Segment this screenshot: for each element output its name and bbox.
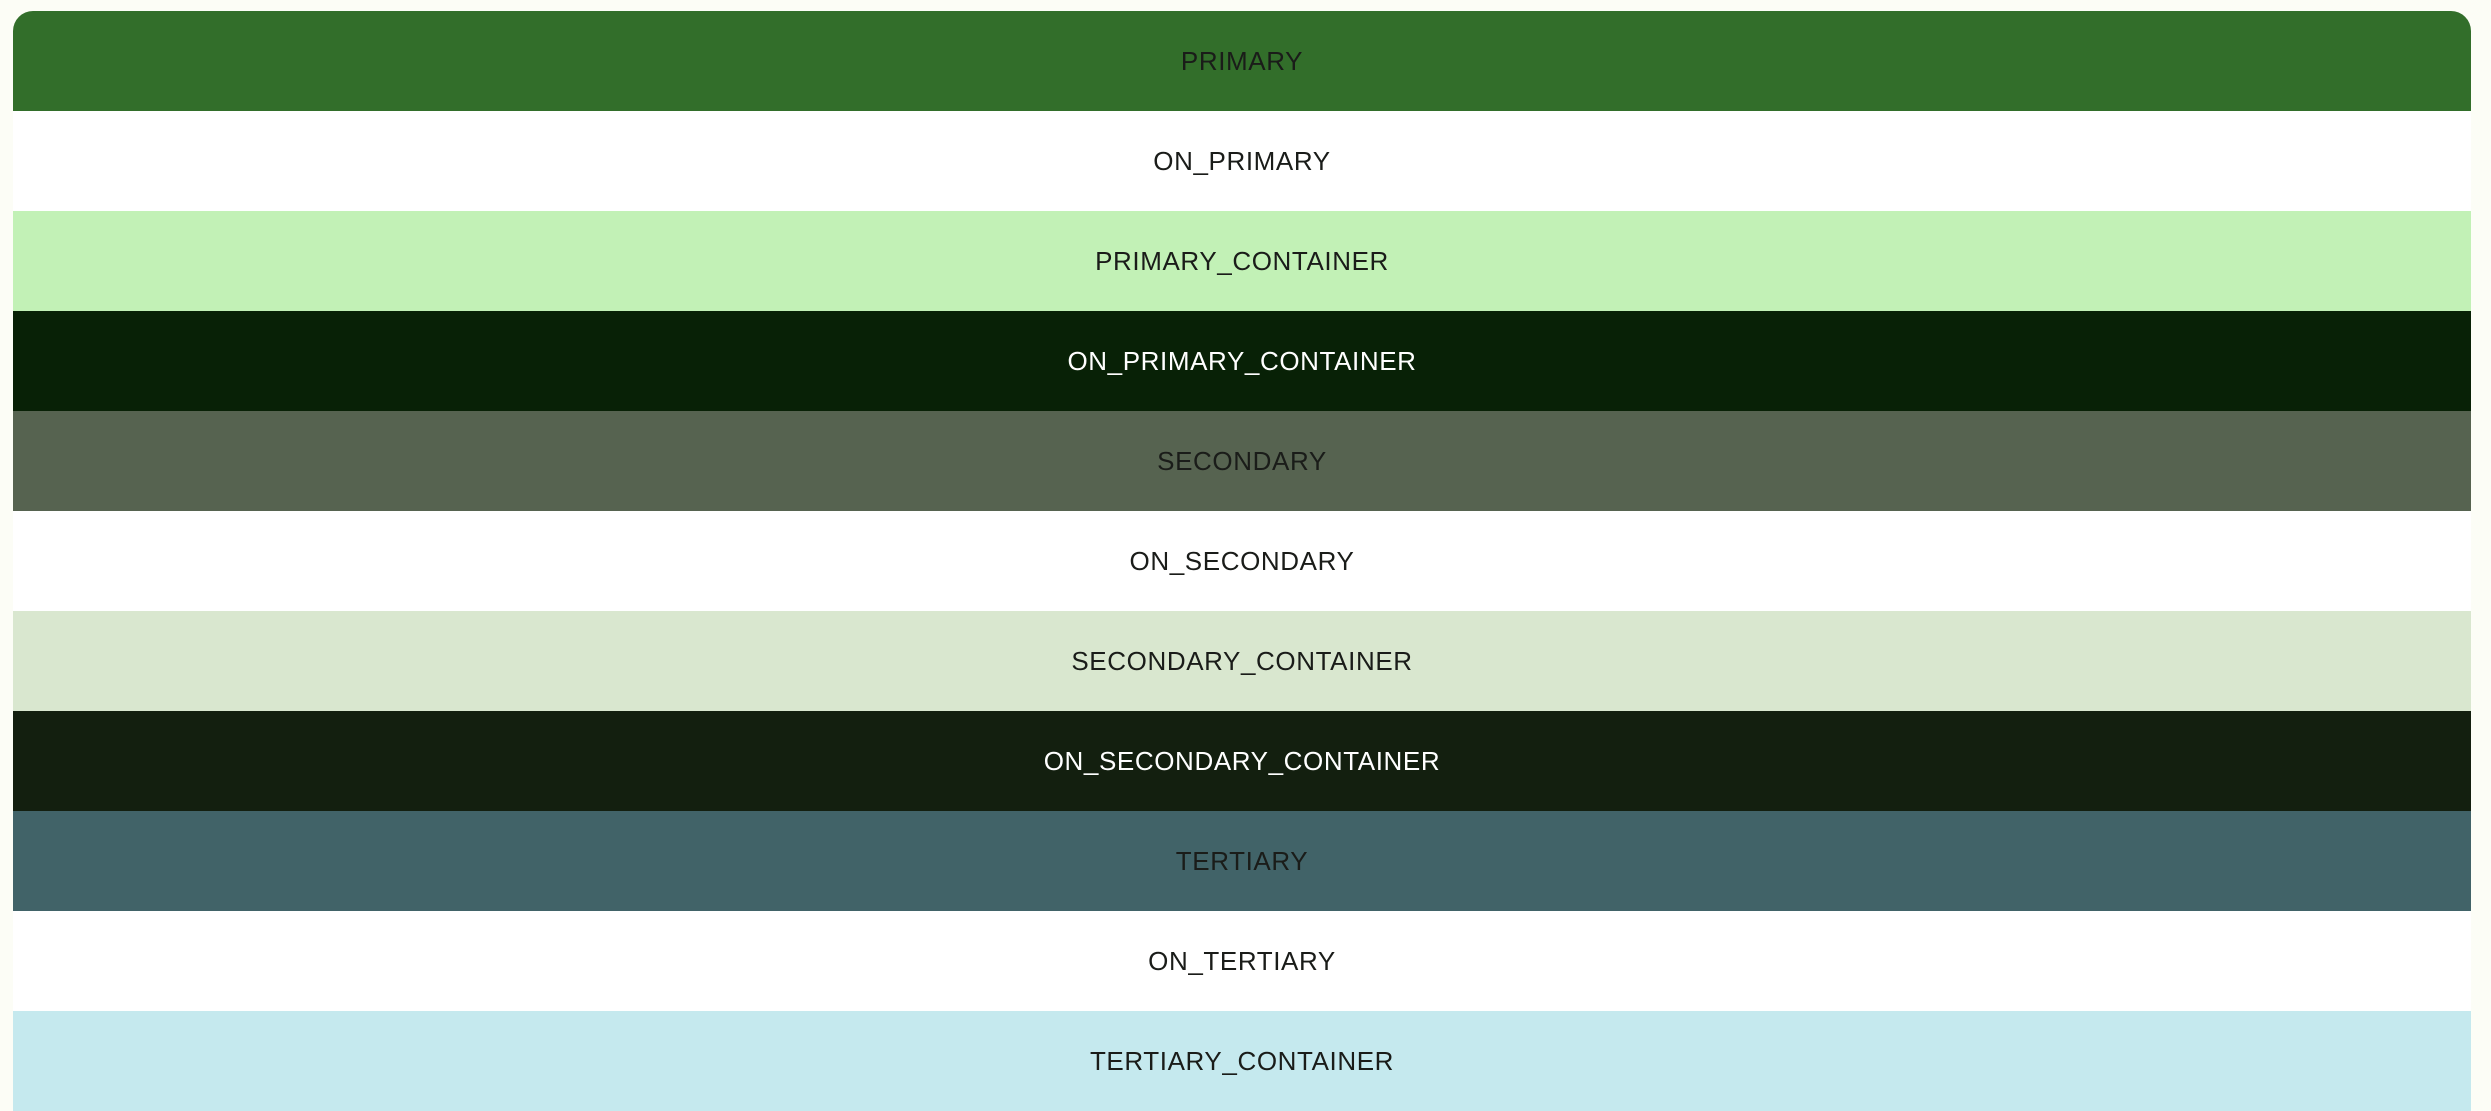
swatch-label: ON_TERTIARY [1148, 945, 1336, 976]
swatch-tertiary: TERTIARY [13, 811, 2471, 911]
swatch-label: SECONDARY_CONTAINER [1071, 645, 1413, 676]
swatch-label: ON_SECONDARY [1129, 545, 1355, 576]
swatch-primary: PRIMARY [13, 11, 2471, 111]
swatch-label: TERTIARY_CONTAINER [1089, 1045, 1395, 1076]
swatch-on-tertiary: ON_TERTIARY [13, 911, 2471, 1011]
swatch-label: ON_PRIMARY [1153, 145, 1331, 176]
swatch-secondary: SECONDARY [13, 411, 2471, 511]
swatch-on-primary-container: ON_PRIMARY_CONTAINER [13, 311, 2471, 411]
swatch-label: ON_SECONDARY_CONTAINER [1043, 745, 1441, 776]
swatch-on-secondary: ON_SECONDARY [13, 511, 2471, 611]
swatch-label: TERTIARY [1175, 845, 1309, 876]
swatch-secondary-container: SECONDARY_CONTAINER [13, 611, 2471, 711]
swatch-tertiary-container: TERTIARY_CONTAINER [13, 1011, 2471, 1111]
swatch-label: PRIMARY_CONTAINER [1095, 245, 1389, 276]
swatch-label: ON_PRIMARY_CONTAINER [1067, 345, 1417, 376]
swatch-primary-container: PRIMARY_CONTAINER [13, 211, 2471, 311]
swatch-on-primary: ON_PRIMARY [13, 111, 2471, 211]
swatch-label: PRIMARY [1180, 45, 1304, 76]
swatch-on-secondary-container: ON_SECONDARY_CONTAINER [13, 711, 2471, 811]
color-swatch-list: PRIMARY ON_PRIMARY PRIMARY_CONTAINER ON_… [13, 11, 2471, 1111]
swatch-label: SECONDARY [1157, 445, 1327, 476]
